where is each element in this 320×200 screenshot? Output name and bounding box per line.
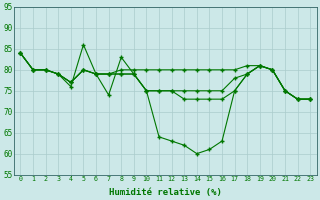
X-axis label: Humidité relative (%): Humidité relative (%) bbox=[109, 188, 222, 197]
